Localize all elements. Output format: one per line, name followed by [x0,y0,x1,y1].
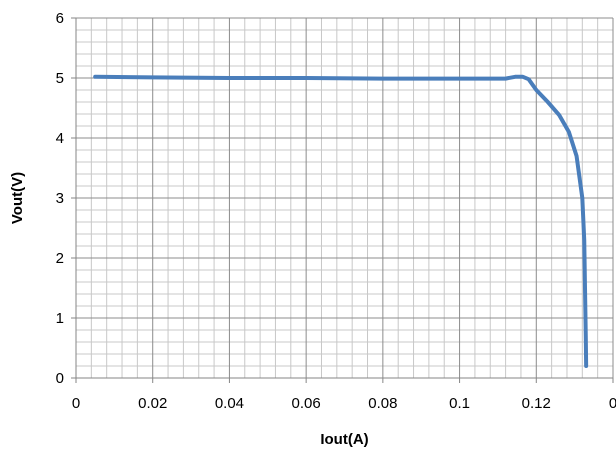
x-tick-label: 0.12 [522,395,551,412]
y-axis-ticks: 0 1 2 3 4 5 6 [56,10,76,387]
series-line [93,74,589,368]
major-gridlines [76,17,614,378]
series-layer [93,74,589,368]
y-tick-label: 0 [56,370,64,387]
x-axis-ticks: 0 0.02 0.04 0.06 0.08 0.1 0.12 0 [72,378,616,412]
y-tick-label: 2 [56,250,64,267]
x-tick-label: 0.04 [215,395,244,412]
x-tick-label: 0 [609,395,616,412]
x-tick-label: 0.06 [292,395,321,412]
y-tick-label: 5 [56,70,64,87]
y-tick-label: 1 [56,310,64,327]
x-tick-label: 0 [72,395,80,412]
y-axis-title: Vout(V) [9,172,26,224]
x-axis-title: Iout(A) [320,431,368,448]
y-tick-label: 6 [56,10,64,27]
x-tick-label: 0.08 [368,395,397,412]
y-tick-label: 3 [56,190,64,207]
x-tick-label: 0.1 [449,395,470,412]
y-tick-label: 4 [56,130,64,147]
x-tick-label: 0.02 [138,395,167,412]
